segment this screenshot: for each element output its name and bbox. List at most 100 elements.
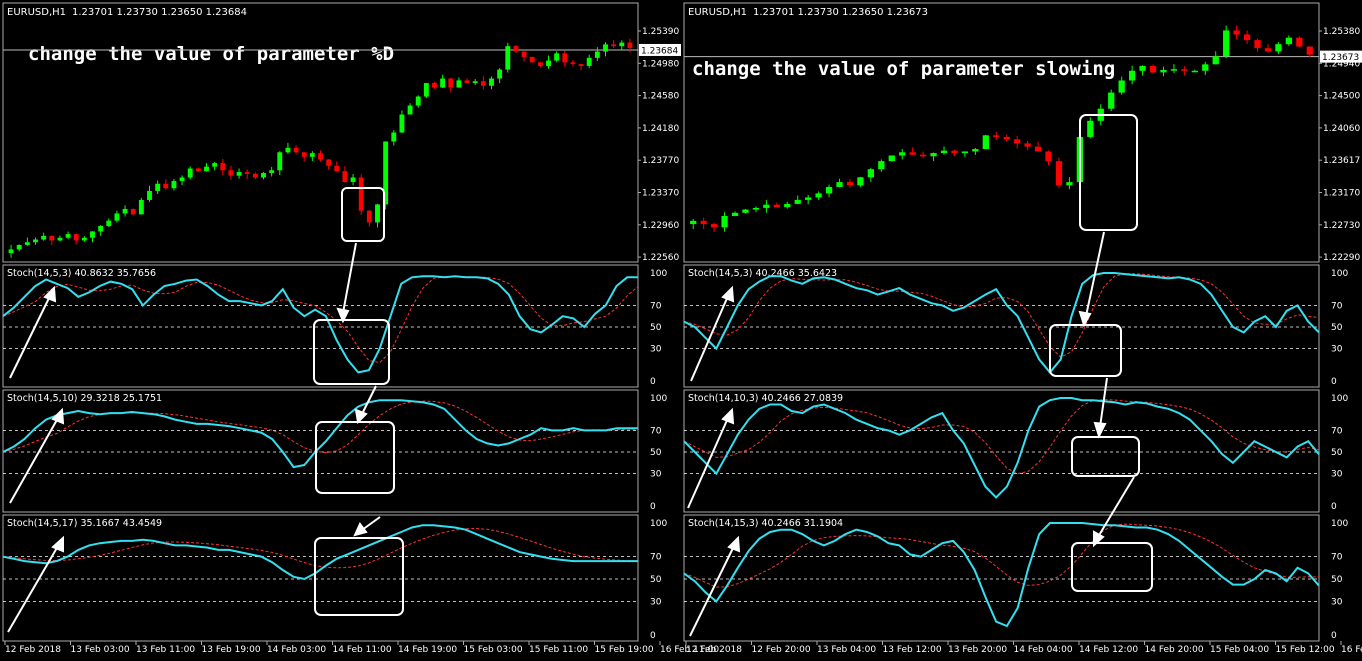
- candle-body: [940, 150, 948, 154]
- candle-body: [440, 78, 446, 88]
- price-tick-label: 1.23170: [1323, 189, 1360, 199]
- time-tick-label: 13 Feb 11:00: [136, 645, 195, 655]
- candle-body: [930, 153, 937, 157]
- candle-body: [41, 235, 47, 240]
- stoch-window-3: 100 70 50 30 0 Stoch(14,15,3) 40.2466 31.1904: [683, 518, 1348, 641]
- candle-body: [73, 234, 79, 241]
- stoch-level-label: 70: [650, 426, 662, 436]
- candle-body: [619, 42, 625, 47]
- right-arrow-low-stoch3: [689, 545, 735, 637]
- candle-body: [951, 150, 958, 154]
- candle-body: [391, 132, 397, 142]
- current-price-tag: [639, 43, 681, 56]
- candle-body: [1087, 120, 1094, 137]
- candle-body: [1149, 65, 1157, 73]
- candle-body: [342, 171, 348, 182]
- candle-body: [1055, 161, 1063, 186]
- stoch-label: Stoch(14,5,10) 29.3218 25.1751: [7, 393, 162, 404]
- candle-body: [33, 239, 38, 243]
- candle-body: [825, 186, 833, 194]
- left-box-price: [341, 187, 385, 242]
- candle-body: [505, 46, 511, 70]
- candle-body: [836, 182, 843, 187]
- candle-body: [497, 69, 503, 79]
- right-arrowhead-4: [721, 285, 735, 303]
- price-tick-label: 1.22960: [642, 221, 679, 231]
- stoch-level-label: 100: [650, 269, 667, 279]
- left-box-stoch1: [313, 319, 390, 385]
- right-annotation: change the value of parameter slowing: [692, 58, 1115, 80]
- right-chart-window: EURUSD,H1 1.23701 1.23730 1.23650 1.23673…: [683, 2, 1362, 655]
- right-highlight-boxes: [1049, 114, 1153, 592]
- stoch-label: Stoch(14,5,3) 40.8632 35.7656: [7, 268, 156, 279]
- price-tick-label: 1.25390: [642, 27, 679, 37]
- candle-body: [578, 64, 584, 66]
- candle-body: [285, 147, 291, 153]
- candle-body: [529, 56, 535, 63]
- candle-body: [784, 203, 791, 208]
- candle-body: [244, 172, 250, 174]
- stoch-level-label: 70: [1331, 553, 1343, 563]
- price-tick-label: 1.23770: [642, 156, 679, 166]
- candle-body: [594, 51, 600, 58]
- candle-body: [710, 224, 718, 228]
- time-tick-label: 15 Feb 12:00: [1276, 645, 1335, 655]
- left-box-stoch3: [314, 537, 404, 616]
- time-tick-label: 15 Feb 19:00: [595, 645, 654, 655]
- stoch-main-line: [683, 397, 1320, 499]
- candle-body: [742, 209, 749, 213]
- candle-body: [1243, 34, 1251, 41]
- time-tick-label: 15 Feb 04:00: [1210, 645, 1269, 655]
- candle-body: [1223, 30, 1230, 57]
- candle-body: [309, 153, 315, 157]
- left-price-axis: 1.25390 1.24980 1.24580 1.24180 1.23770 1.233…: [3, 27, 681, 263]
- left-symbol-label: EURUSD,H1 1.23701 1.23730 1.23650 1.23684: [7, 7, 247, 18]
- left-arrowhead-2: [354, 408, 368, 425]
- candle-body: [1014, 139, 1021, 144]
- time-tick-label: 13 Feb 20:00: [948, 645, 1007, 655]
- candle-body: [65, 234, 71, 238]
- price-tick-label: 1.22290: [1323, 253, 1360, 263]
- candle-body: [1139, 65, 1146, 71]
- candle-body: [49, 235, 55, 241]
- stoch-main-line: [2, 275, 638, 374]
- candle-body: [773, 204, 780, 208]
- candle-body: [57, 237, 63, 241]
- right-stoch2-frame: [683, 389, 1320, 513]
- left-stoch3-frame: [2, 514, 639, 642]
- candle-body: [603, 44, 608, 52]
- price-tick-label: 1.23370: [642, 189, 679, 199]
- price-tick-label: 1.22730: [1323, 221, 1360, 231]
- right-arrow-stoch1-to-stoch2: [1099, 377, 1108, 428]
- stoch-signal-line: [683, 523, 1320, 588]
- candle-body: [130, 208, 136, 215]
- time-tick-label: 14 Feb 20:00: [1145, 645, 1204, 655]
- candle-body: [98, 226, 104, 232]
- left-stoch1-frame: [2, 264, 639, 388]
- left-arrow-stoch2-to-stoch3: [361, 516, 381, 531]
- right-box-stoch3: [1071, 542, 1153, 592]
- price-tick-label: 1.22560: [642, 253, 679, 263]
- candle-body: [415, 96, 421, 106]
- candle-body: [805, 197, 812, 200]
- time-tick-label: 14 Feb 03:00: [267, 645, 326, 655]
- candle-body: [867, 169, 875, 178]
- candle-body: [195, 168, 201, 172]
- stoch-level-label: 50: [650, 575, 662, 585]
- right-price-frame: [683, 2, 1320, 263]
- candle-body: [350, 177, 356, 182]
- stoch-level-label: 30: [1331, 470, 1343, 480]
- candle-body: [1254, 40, 1261, 49]
- candle-body: [878, 161, 885, 170]
- time-tick-label: 13 Feb 03:00: [71, 645, 130, 655]
- left-arrowhead-1: [336, 307, 350, 324]
- candle-body: [269, 170, 275, 173]
- candle-body: [1003, 136, 1010, 140]
- candle-body: [448, 78, 454, 88]
- stoch-window-2: 100 70 50 30 0 Stoch(14,5,10) 29.3218 25.1751: [2, 393, 667, 512]
- candle-body: [752, 207, 760, 210]
- right-arrow-stoch2-to-stoch3: [1097, 476, 1135, 538]
